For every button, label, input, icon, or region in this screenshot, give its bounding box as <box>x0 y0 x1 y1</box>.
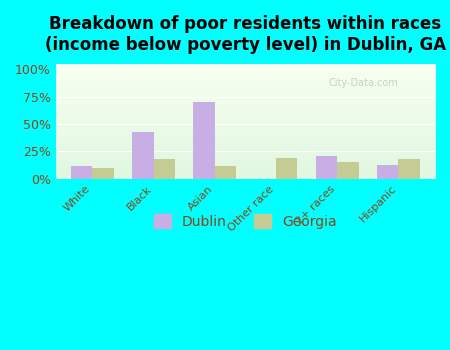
Bar <box>71 166 92 179</box>
Bar <box>377 164 398 179</box>
Bar <box>398 159 420 179</box>
Bar <box>153 159 175 179</box>
Bar <box>276 158 297 179</box>
Title: Breakdown of poor residents within races
(income below poverty level) in Dublin,: Breakdown of poor residents within races… <box>45 15 446 54</box>
Bar <box>215 166 236 179</box>
Bar <box>194 102 215 179</box>
Bar <box>132 132 153 179</box>
Text: City-Data.com: City-Data.com <box>329 77 399 88</box>
Legend: Dublin, Georgia: Dublin, Georgia <box>148 208 342 234</box>
Bar <box>337 162 359 179</box>
Bar <box>92 168 114 179</box>
Bar <box>316 156 337 179</box>
